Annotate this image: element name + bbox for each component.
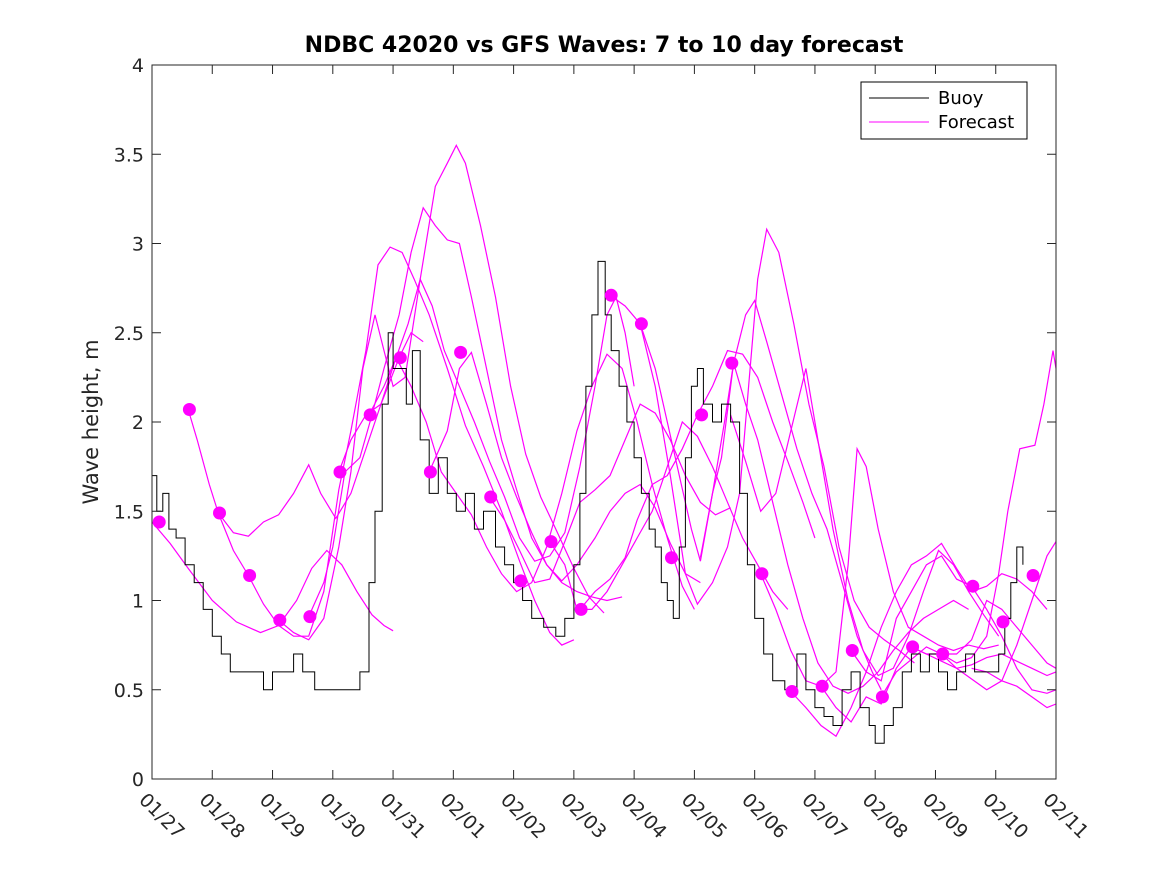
legend-label-forecast: Forecast (938, 112, 1014, 133)
forecast-marker-24 (845, 644, 859, 657)
forecast-marker-12 (484, 490, 498, 504)
forecast-line-1 (151, 521, 394, 634)
forecast-marker-29 (996, 615, 1010, 629)
forecast-line-6 (338, 277, 635, 562)
forecast-marker-22 (785, 685, 799, 698)
forecast-marker-20 (725, 356, 739, 370)
chart-title: NDBC 42020 vs GFS Waves: 7 to 10 day for… (305, 33, 904, 58)
forecast-marker-3 (213, 506, 226, 520)
y-tick-label: 4 (132, 55, 144, 77)
legend-box (860, 81, 1028, 140)
y-tick-label: 0.5 (114, 680, 144, 702)
y-axis-label: Wave height, m (79, 339, 103, 504)
forecast-marker-23 (815, 679, 829, 693)
forecast-marker-8 (363, 408, 377, 422)
buoy-line (152, 260, 1024, 744)
forecast-line-7 (368, 353, 695, 610)
buoy-layer (152, 260, 1024, 744)
forecast-marker-16 (604, 288, 618, 302)
forecast-marker-26 (906, 640, 920, 654)
forecast-marker-18 (665, 551, 678, 565)
forecast-line-8 (428, 351, 701, 584)
forecast-marker-13 (514, 574, 528, 588)
forecast-marker-19 (695, 408, 709, 422)
series-layer (151, 143, 1057, 738)
forecast-marker-7 (333, 465, 347, 479)
forecast-line-4 (278, 143, 605, 641)
forecast-marker-14 (544, 535, 558, 549)
forecast-marker-27 (936, 647, 950, 661)
forecast-marker-6 (303, 610, 317, 624)
y-tick-label: 0 (132, 769, 144, 791)
forecast-marker-11 (454, 345, 468, 359)
forecast-marker-15 (574, 602, 588, 616)
forecast-line-13 (639, 227, 915, 664)
forecast-line-17 (790, 542, 1048, 738)
forecast-line-12 (609, 294, 882, 691)
forecast-marker-30 (1026, 569, 1040, 582)
forecast-line-15 (730, 368, 1000, 677)
forecast-marker-10 (423, 465, 437, 479)
y-tick-label: 3 (132, 234, 144, 256)
forecast-line-14 (699, 362, 969, 694)
forecast-marker-28 (966, 579, 980, 593)
forecast-line-19 (850, 555, 1057, 694)
y-tick-label: 1 (132, 591, 144, 613)
legend-label-buoy: Buoy (938, 88, 984, 109)
forecast-marker-17 (634, 317, 648, 331)
forecast-marker-25 (875, 690, 889, 704)
forecast-line-9 (488, 403, 731, 584)
y-tick-label: 2.5 (114, 323, 144, 345)
forecast-line-16 (760, 446, 999, 687)
forecast-line-5 (308, 206, 623, 617)
forecast-marker-2 (182, 403, 196, 416)
y-tick-label: 1.5 (114, 501, 144, 523)
y-tick-label: 2 (132, 412, 144, 434)
forecast-marker-4 (243, 569, 257, 582)
legend: Buoy Forecast (860, 81, 1028, 140)
forecast-line-18 (820, 646, 1057, 723)
forecast-marker-1 (152, 515, 166, 529)
y-tick-label: 3.5 (114, 144, 144, 166)
forecast-marker-9 (393, 351, 407, 365)
marker-layer (152, 288, 1040, 704)
forecast-marker-21 (755, 567, 769, 581)
forecast-line-22 (941, 599, 1057, 669)
forecast-marker-5 (273, 613, 287, 627)
